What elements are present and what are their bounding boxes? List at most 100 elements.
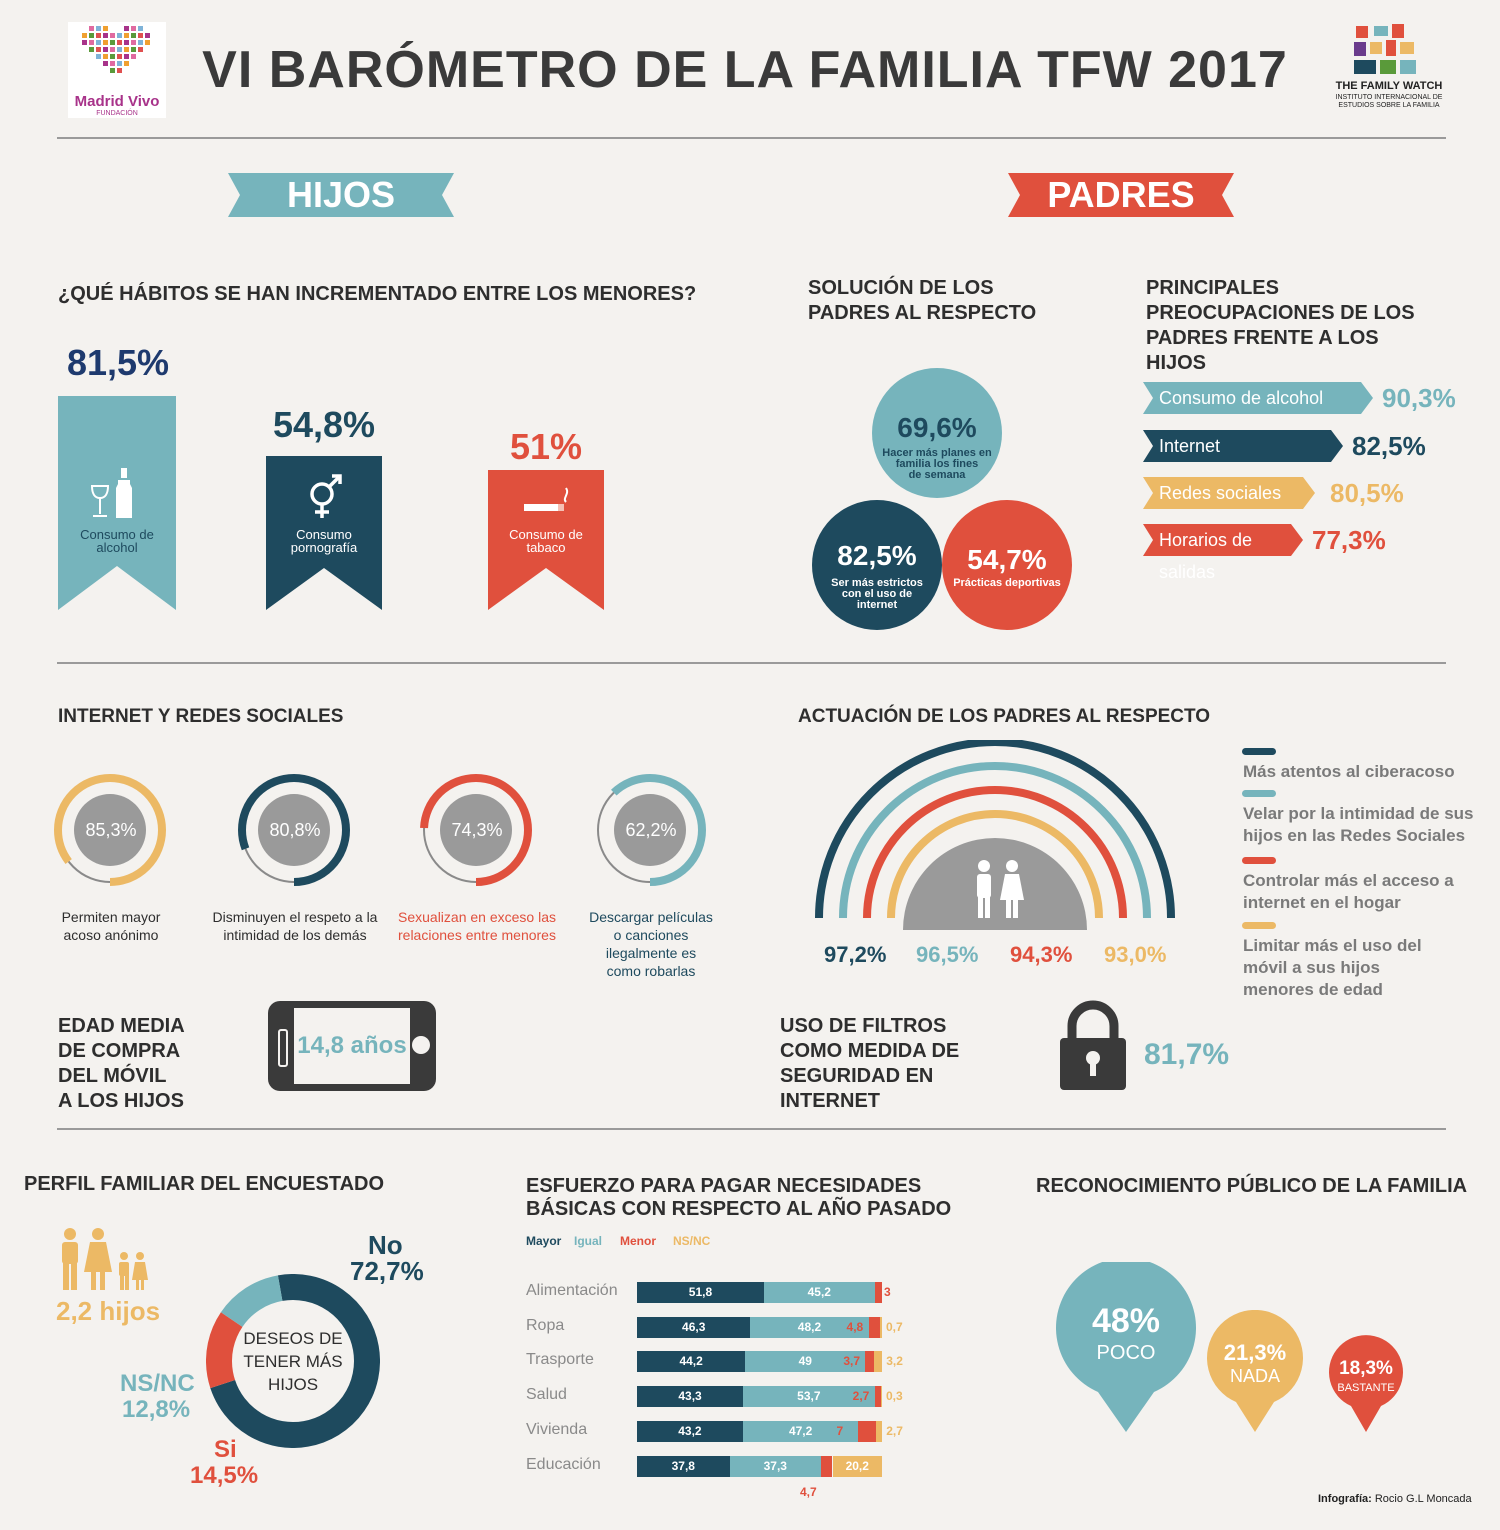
reconocimiento-bastante-pct: 18,3% [1339,1358,1393,1379]
chart-bar-segment [881,1386,882,1407]
actuacion-pct: 97,2% [824,942,887,967]
chart-data-label: 48,2 [797,1320,822,1334]
preocupacion-arrow-shape [1143,524,1303,556]
chart-category-label: Alimentación [526,1282,618,1299]
chart-bar-segment [874,1351,883,1372]
chart-bar-segment [858,1421,876,1442]
legend-swatch [1242,748,1276,755]
chart-bar-segment [729,1456,821,1477]
mosaic-cell [117,54,122,59]
chart-bar-segment [637,1456,730,1477]
ring-caption: Descargar películas [589,909,713,925]
ring-progress [420,774,532,886]
solucion-bubble-planes: 69,6% Hacer más planes en familia los fi… [872,368,1002,498]
chart-bar-segment [637,1317,751,1338]
credit: Infografía: Rocio G.L Moncada [1318,1493,1472,1505]
mosaic-cell [117,33,122,38]
perfil-nsnc-label: NS/NC [120,1370,195,1397]
chart-legend-entry: NS/NC [673,1234,711,1248]
solucion-planes-pct: 69,6% [897,412,977,443]
chart-bar-segment [874,1386,882,1407]
mosaic-cell [103,26,108,31]
wine-icon [90,468,132,518]
reconocimiento-title: RECONOCIMIENTO PÚBLICO DE LA FAMILIA [1036,1175,1468,1197]
habito-porno-label1: Consumo [296,527,352,542]
chart-data-label: 3,7 [843,1354,861,1368]
actuacion-pct: 94,3% [1010,942,1073,967]
habito-tabaco-label1: Consumo de [509,527,583,542]
chart-data-label: 43,2 [678,1424,702,1438]
legend-label: Más atentos al ciberacoso [1243,762,1455,781]
chart-data-label: 4,7 [800,1485,817,1499]
legend-label: hijos en las Redes Sociales [1243,826,1466,845]
edad-title-2: DE COMPRA [58,1040,181,1062]
perfil-no-pct: 72,7% [350,1256,424,1286]
habito-tabaco-flag [488,470,604,610]
mosaic-cell [110,33,115,38]
actuacion-title: ACTUACIÓN DE LOS PADRES AL RESPECTO [798,706,1211,727]
family-icon [62,1228,148,1290]
family-watch-logo: THE FAMILY WATCH INSTITUTO INTERNACIONAL… [1330,22,1448,114]
ring-chart [594,774,706,886]
chart-data-label: 20,2 [845,1459,869,1473]
mosaic-cell [110,68,115,73]
preocupaciones-title-3: PADRES FRENTE A LOS [1146,327,1379,349]
filtros-title-1: USO DE FILTROS [780,1015,947,1037]
chart-data-label: 53,7 [797,1389,821,1403]
chart-data-label: 3,2 [886,1354,903,1368]
ring-pct: 80,8% [269,820,321,840]
solucion-estrictos-pct: 82,5% [837,540,917,571]
solucion-deportivas-pct: 54,7% [967,544,1047,575]
perfil-si-label: Si [214,1436,237,1463]
reconocimiento-nada-pct: 21,3% [1223,1340,1287,1365]
hijos-ribbon-shape [228,173,454,217]
chart-bar-segment [637,1421,743,1442]
reconocimiento-bastante-drop [1329,1335,1403,1432]
mosaic-cell [110,54,115,59]
habito-alcohol-pct: 81,5% [66,342,170,383]
perfil-title: PERFIL FAMILIAR DEL ENCUESTADO [24,1173,385,1195]
habito-porno-flag [266,456,382,610]
mosaic-cell [124,26,129,31]
chart-bar-segment [865,1351,875,1372]
mosaic-cell [117,40,122,45]
chart-legend-entry: Menor [620,1234,656,1248]
cigarette-icon [524,487,569,511]
habito-porno-pct: 54,8% [272,404,376,445]
actuacion-arc [887,810,1103,919]
section-divider-1 [57,662,1446,664]
mosaic-cell [124,40,129,45]
chart-category-label: Educación [526,1456,601,1473]
chart-bar-segment [874,1282,882,1303]
mosaic-cell [103,54,108,59]
chart-bar-segment [637,1386,744,1407]
mosaic-cell [89,47,94,52]
preocupacion-arrow-shape [1143,430,1343,462]
habito-alcohol-label2: alcohol [96,540,138,555]
chart-data-label: 44,2 [679,1354,703,1368]
ring-caption: Permiten mayor [61,909,161,925]
mosaic-cell [82,33,87,38]
chart-data-label: 49 [798,1354,812,1368]
legend-swatch [1242,857,1276,864]
mosaic-cell [117,61,122,66]
actuacion-pct: 93,0% [1104,942,1167,967]
chart-bar-segment [820,1456,833,1477]
chart-bar-segment [868,1317,881,1338]
mosaic-cell [103,47,108,52]
actuacion-pct: 96,5% [916,942,979,967]
donut-center-3: HIJOS [267,1375,319,1394]
chart-data-label: 7 [836,1424,844,1438]
chart-category-label: Trasporte [526,1351,594,1368]
solucion-bubble-deportivas: 54,7% Prácticas deportivas [942,500,1072,630]
ring-progress [54,774,166,886]
mosaic-cell [89,40,94,45]
reconocimiento-poco-drop [1056,1262,1196,1432]
chart-data-label: 43,3 [678,1389,702,1403]
mosaic-cell [103,40,108,45]
edad-title-1: EDAD MEDIA [58,1015,185,1037]
madrid-vivo-logo: Madrid Vivo FUNDACIÓN [68,22,166,118]
donut-segment [206,1274,380,1448]
chart-data-label: 4,8 [846,1320,864,1334]
reconocimiento-bastante-label: BASTANTE [1337,1382,1395,1394]
